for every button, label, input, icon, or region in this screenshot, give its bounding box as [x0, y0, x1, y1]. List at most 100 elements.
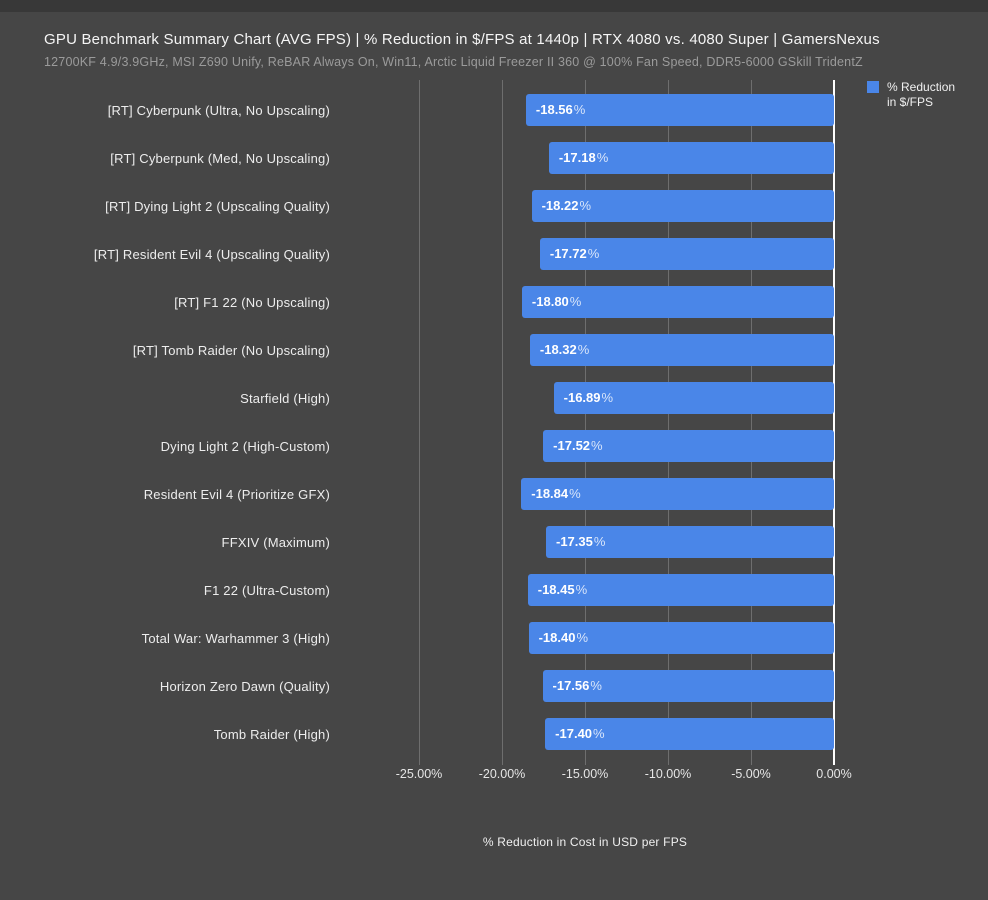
x-axis-tick-label: -10.00% — [644, 767, 692, 781]
gridline — [585, 80, 586, 765]
bar-value-number: -18.56 — [535, 102, 573, 117]
gridline — [751, 80, 752, 765]
bar: -18.45% — [527, 574, 834, 606]
category-label: [RT] Cyberpunk (Ultra, No Upscaling) — [107, 102, 330, 118]
bar-value-label: -18.22% — [542, 190, 591, 222]
bar-row: -17.52% — [336, 422, 834, 470]
bar-value-percent-sign: % — [577, 342, 590, 357]
bar: -17.35% — [546, 526, 834, 558]
bar-value-label: -17.56% — [553, 670, 602, 702]
bar-value-percent-sign: % — [587, 246, 600, 261]
bar-value-number: -16.89 — [563, 390, 601, 405]
bar: -17.40% — [545, 718, 834, 750]
bar-value-label: -18.56% — [536, 94, 585, 126]
bar: -17.18% — [548, 142, 834, 174]
bar-value-percent-sign: % — [590, 678, 602, 693]
bar-value-percent-sign: % — [573, 102, 586, 117]
x-axis-tick-label: 0.00% — [816, 767, 852, 781]
bar-row: -18.45% — [336, 566, 834, 614]
bar-value-label: -18.84% — [531, 478, 580, 510]
bar-value-percent-sign: % — [596, 150, 609, 165]
bar-value-percent-sign: % — [569, 486, 581, 501]
category-label: Total War: Warhammer 3 (High) — [141, 630, 330, 646]
bar-value-number: -17.72 — [549, 246, 587, 261]
bar-value-number: -17.18 — [558, 150, 596, 165]
bar-row: -17.35% — [336, 518, 834, 566]
bar-value-label: -18.45% — [538, 574, 587, 606]
bar: -18.84% — [521, 478, 834, 510]
legend-label-line1: % Reduction — [887, 80, 956, 94]
legend-label: % Reduction in $/FPS — [887, 80, 955, 109]
plot-area: -18.56% -17.18% -18.22% -17.72% -18.80% -18.3… — [336, 80, 835, 765]
bar: -17.56% — [542, 670, 834, 702]
category-label: Starfield (High) — [240, 390, 330, 406]
category-label: [RT] Cyberpunk (Med, No Upscaling) — [110, 150, 330, 166]
category-label: F1 22 (Ultra-Custom) — [203, 582, 330, 598]
bar-value-label: -18.32% — [540, 334, 589, 366]
legend: % Reduction in $/FPS — [867, 80, 955, 109]
bar-value-percent-sign: % — [593, 726, 605, 741]
bar: -18.56% — [525, 94, 834, 126]
x-axis-tick-labels: -25.00% -20.00% -15.00% -10.00% -5.00% 0.00% — [336, 767, 852, 783]
bar: -18.40% — [528, 622, 834, 654]
bar-value-number: -17.40 — [555, 726, 593, 741]
x-axis-tick-label: -20.00% — [478, 767, 526, 781]
bar-value-number: -18.80 — [531, 294, 569, 309]
bar: -17.52% — [543, 430, 834, 462]
bar-row: -18.40% — [336, 614, 834, 662]
bar: -18.80% — [521, 286, 834, 318]
bar-value-label: -17.35% — [556, 526, 605, 558]
bar-value-number: -17.52 — [553, 438, 591, 453]
bar-value-number: -18.22 — [541, 198, 579, 213]
bar-value-percent-sign: % — [601, 390, 614, 405]
bar-value-percent-sign: % — [579, 198, 591, 213]
bar-row: -18.84% — [336, 470, 834, 518]
category-label: Horizon Zero Dawn (Quality) — [159, 678, 330, 694]
bar-rows: -18.56% -17.18% -18.22% -17.72% -18.80% -18.3… — [336, 86, 834, 758]
category-labels: [RT] Cyberpunk (Ultra, No Upscaling) [RT]… — [0, 86, 330, 758]
bar-value-percent-sign: % — [569, 294, 582, 309]
bar-value-percent-sign: % — [575, 582, 588, 597]
bar-value-label: -18.40% — [539, 622, 588, 654]
page-title: GPU Benchmark Summary Chart (AVG FPS) | … — [44, 31, 880, 48]
bar-value-number: -18.84 — [531, 486, 569, 501]
bar-row: -16.89% — [336, 374, 834, 422]
bar-value-number: -18.45 — [537, 582, 575, 597]
bar-value-number: -17.56 — [552, 678, 590, 693]
category-label: Dying Light 2 (High-Custom) — [160, 438, 330, 454]
x-axis-tick-label: -15.00% — [561, 767, 609, 781]
bar-value-number: -17.35 — [556, 534, 593, 549]
bar-row: -18.80% — [336, 278, 834, 326]
x-axis-tick-label: -5.00% — [731, 767, 771, 781]
bar-value-label: -17.52% — [553, 430, 602, 462]
category-label: FFXIV (Maximum) — [221, 534, 330, 550]
gridline — [419, 80, 420, 765]
bar-row: -17.40% — [336, 710, 834, 758]
bar-row: -17.56% — [336, 662, 834, 710]
category-label: [RT] Dying Light 2 (Upscaling Quality) — [105, 198, 330, 214]
gridline — [502, 80, 503, 765]
bar-value-percent-sign: % — [593, 534, 606, 549]
bar-value-percent-sign: % — [576, 630, 588, 645]
top-strip — [0, 0, 988, 12]
bar-value-label: -16.89% — [564, 382, 613, 414]
bar-value-label: -17.18% — [559, 142, 608, 174]
bar-value-label: -18.80% — [532, 286, 581, 318]
bar: -17.72% — [539, 238, 834, 270]
bar-value-label: -17.40% — [555, 718, 604, 750]
zero-axis-line — [833, 80, 835, 765]
x-axis-title: % Reduction in Cost in USD per FPS — [482, 835, 688, 849]
page-subtitle: 12700KF 4.9/3.9GHz, MSI Z690 Unify, ReBA… — [44, 55, 863, 69]
category-label: Tomb Raider (High) — [213, 726, 330, 742]
x-axis-tick-label: -25.00% — [395, 767, 443, 781]
category-label: [RT] Tomb Raider (No Upscaling) — [132, 342, 330, 358]
bar-row: -17.72% — [336, 230, 834, 278]
bar-value-label: -17.72% — [550, 238, 599, 270]
bar-row: -18.56% — [336, 86, 834, 134]
category-label: Resident Evil 4 (Prioritize GFX) — [143, 486, 330, 502]
bar: -18.32% — [529, 334, 834, 366]
bar-value-number: -18.32 — [539, 342, 577, 357]
category-label: [RT] Resident Evil 4 (Upscaling Quality) — [93, 246, 330, 262]
category-label: [RT] F1 22 (No Upscaling) — [174, 294, 330, 310]
